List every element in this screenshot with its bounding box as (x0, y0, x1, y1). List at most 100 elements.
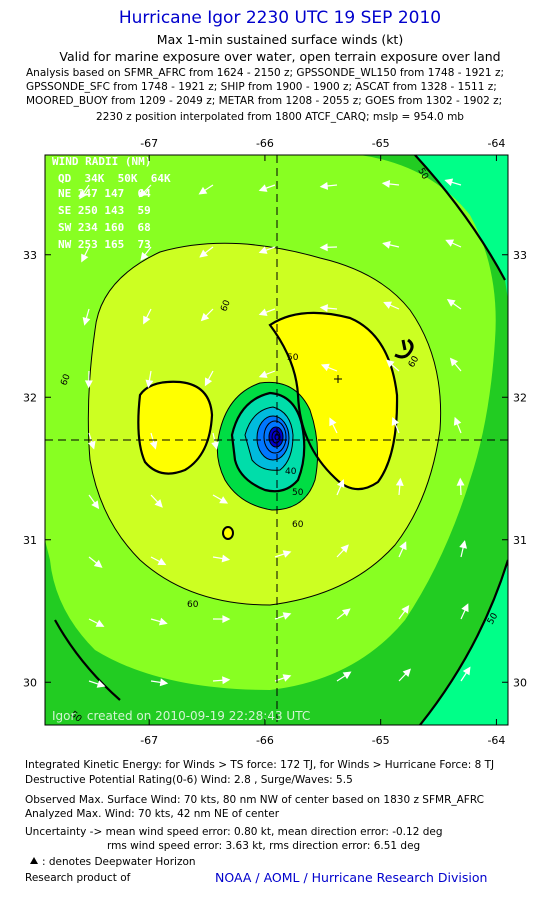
contour-label: 60 (219, 299, 232, 313)
wind-vector-head (145, 379, 154, 389)
plot-frame (44, 154, 509, 726)
wind-vector-head (140, 252, 149, 261)
contour-64 (87, 242, 442, 606)
dpr-text: Destructive Potential Rating(0-6) Wind: … (25, 774, 353, 786)
wind-radii-row-sw: SW 234 160 68 (58, 221, 151, 234)
contour-label: 60 (59, 373, 72, 387)
wind-radii-row-se: SE 250 143 59 (58, 204, 151, 217)
wind-vector-head (82, 316, 91, 326)
y-tick-label: 31 (513, 534, 527, 547)
fill-ge-80-west (138, 381, 212, 474)
contour-34-south (419, 559, 508, 725)
wind-vector-head (143, 315, 151, 325)
y-tick-label: 32 (513, 391, 527, 404)
wind-vector-head (329, 417, 337, 427)
uncertainty-line-1: Uncertainty -> mean wind speed error: 0.… (25, 826, 443, 838)
wind-vector-head (402, 668, 411, 677)
wind-vector-head (200, 312, 210, 322)
y-tick-label: 30 (513, 676, 527, 689)
wind-vector-head (159, 678, 169, 687)
contour-label: 60 (292, 520, 304, 530)
max-wind-marker (334, 375, 342, 383)
observed-max-text: Observed Max. Surface Wind: 70 kts, 80 n… (25, 794, 484, 806)
wind-vector-head (446, 298, 456, 307)
wind-vector-head (157, 557, 167, 566)
wind-vector-head (96, 680, 106, 688)
wind-vector-head (462, 666, 471, 676)
analysis-line-3: MOORED_BUOY from 1209 - 2049 z; METAR fr… (26, 95, 503, 107)
x-tick-label: -64 (487, 137, 505, 150)
contour-core-4 (256, 415, 290, 461)
credit-organization[interactable]: NOAA / AOML / Hurricane Research Divisio… (215, 870, 488, 885)
y-axis: 33 33 32 32 31 31 30 30 (23, 249, 527, 690)
wind-vector-head (93, 559, 103, 568)
wind-vector-head (383, 301, 393, 309)
analysis-line-2: GPSSONDE_SFC from 1748 - 1921 z; SHIP fr… (26, 81, 497, 93)
wind-vector-head (459, 540, 467, 549)
wind-vector-head (79, 190, 87, 200)
contour-core-6 (268, 426, 284, 448)
wind-vector-head (401, 605, 410, 614)
contour-80-west (137, 380, 214, 475)
wind-vector-head (258, 246, 268, 254)
x-tick-label: -67 (140, 137, 158, 150)
x-axis: -67 -67 -66 -66 -65 -65 -64 -64 (140, 137, 505, 747)
wind-vector-head (391, 416, 400, 426)
wind-vector-head (258, 184, 268, 192)
wind-vector-head (337, 479, 345, 488)
wind-vector-head (319, 182, 329, 190)
wind-vector-head (340, 544, 349, 553)
chart-title: Hurricane Igor 2230 UTC 19 SEP 2010 (118, 8, 442, 28)
wind-vector-head (320, 363, 330, 372)
wind-vector-head (211, 441, 219, 450)
center-crosshair (45, 155, 508, 725)
x-tick-label: -66 (256, 734, 274, 747)
wind-vector-head (341, 608, 351, 617)
wind-vector-head (81, 253, 89, 263)
created-annotation: Igor created on 2010-09-19 22:28:43 UTC (52, 709, 310, 723)
x-tick-label: -64 (487, 734, 505, 747)
x-tick-label: -65 (372, 137, 390, 150)
wind-vector-head (138, 188, 148, 198)
y-tick-label: 31 (23, 534, 37, 547)
wind-radii-row-ne: NE 247 147 64 (58, 187, 151, 200)
contour-label: 60 (187, 600, 199, 610)
y-tick-label: 30 (23, 676, 37, 689)
wind-vector-head (222, 615, 231, 624)
wind-vector-head (399, 541, 407, 551)
wind-radii-title: WIND RADII (NM) (52, 155, 151, 168)
credit-label: Research product of (25, 872, 131, 884)
analyzed-max-text: Analyzed Max. Wind: 70 kts, 42 nm NE of … (25, 808, 280, 820)
contour-core-7 (271, 430, 281, 444)
wind-radii-row-nw: NW 253 165 73 (58, 238, 151, 251)
wind-vector-head (199, 249, 208, 258)
wind-vector-head (385, 359, 395, 368)
wind-vector-head (198, 186, 208, 195)
contour-80-east (268, 311, 399, 491)
uncertainty-line-2: rms wind speed error: 3.63 kt, rms direc… (107, 840, 421, 852)
wind-vector-head (445, 239, 455, 247)
contour-label: 50 (292, 488, 304, 498)
wind-vector-head (204, 377, 213, 387)
wind-vector-head (461, 603, 469, 613)
x-tick-label: -65 (372, 734, 390, 747)
y-tick-label: 33 (513, 249, 527, 262)
contour-core-2 (230, 391, 306, 493)
x-tick-label: -67 (140, 734, 158, 747)
fill-eye (269, 427, 283, 447)
y-tick-label: 32 (23, 391, 37, 404)
contour-line-layer (54, 155, 508, 725)
wind-vectors (79, 178, 471, 688)
fill-ge-80-spot (223, 527, 233, 539)
fill-ge-80-east (270, 312, 398, 490)
contour-core-1 (216, 381, 319, 511)
deepwater-horizon-symbol (394, 338, 414, 359)
wind-vector-head (84, 380, 93, 389)
contour-label: 40 (285, 467, 297, 477)
contour-core-5 (263, 420, 287, 454)
wind-vector-head (282, 674, 292, 682)
contour-50-southwest (54, 619, 121, 701)
wind-vector-head (282, 612, 292, 620)
wind-vector-head (91, 500, 100, 510)
chart-subtitle: Max 1-min sustained surface winds (kt) (156, 32, 404, 47)
